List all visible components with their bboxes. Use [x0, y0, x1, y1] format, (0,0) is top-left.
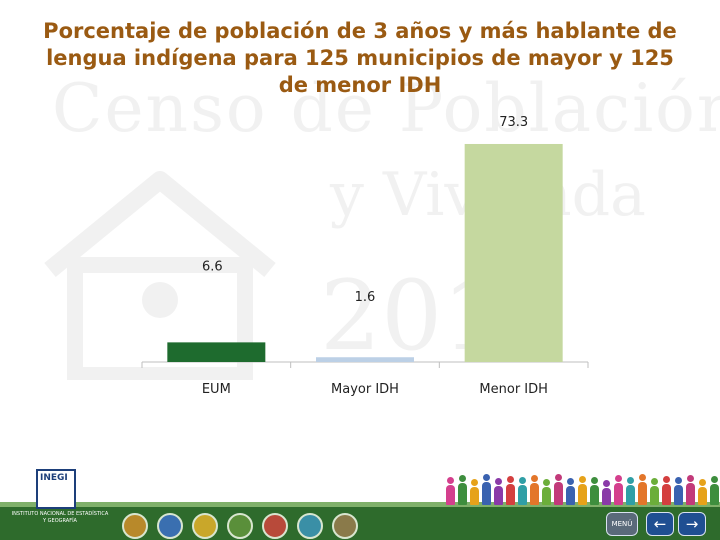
globe-icon[interactable]	[122, 513, 148, 539]
bar-menor-idh	[464, 143, 563, 362]
bar-chart: 6.6 1.6 73.3 EUM Mayor IDH Menor IDH	[141, 115, 589, 397]
slide-title: Porcentaje de población de 3 años y más …	[43, 19, 677, 97]
people-icon[interactable]	[192, 513, 218, 539]
value-label-group: 6.6 1.6 73.3	[202, 115, 528, 305]
bar-mayor-idh	[316, 357, 414, 362]
footer: INEGI INSTITUTO NACIONAL DE ESTADÍSTICA …	[0, 455, 720, 540]
x-axis-ticks	[141, 362, 589, 368]
back-arrow-button[interactable]: ←	[646, 512, 674, 536]
house-watermark-icon	[44, 171, 276, 380]
person-icon[interactable]	[227, 513, 253, 539]
home-icon[interactable]	[262, 513, 288, 539]
category-label: Menor IDH	[479, 382, 548, 397]
value-label: 73.3	[499, 115, 528, 130]
value-label: 6.6	[202, 259, 223, 274]
logo-subtitle: INSTITUTO NACIONAL DE ESTADÍSTICA Y GEOG…	[11, 511, 109, 524]
people-strip-icon	[442, 473, 720, 505]
inegi-logo-icon	[36, 469, 76, 509]
bar-group	[167, 143, 563, 362]
menu-button[interactable]: MENÚ	[606, 512, 638, 536]
logo-text: INEGI	[40, 473, 68, 483]
book-icon[interactable]	[332, 513, 358, 539]
value-label: 1.6	[355, 290, 376, 305]
info-icon[interactable]	[157, 513, 183, 539]
bar-eum	[167, 342, 266, 362]
footer-band	[0, 507, 720, 540]
map-icon[interactable]	[297, 513, 323, 539]
watermark-line-1: Censo de Población	[52, 70, 720, 147]
forward-arrow-button[interactable]: →	[678, 512, 706, 536]
category-label: EUM	[202, 382, 231, 397]
category-label: Mayor IDH	[331, 382, 399, 397]
category-label-group: EUM Mayor IDH Menor IDH	[202, 382, 548, 397]
footer-band-light	[0, 502, 720, 508]
